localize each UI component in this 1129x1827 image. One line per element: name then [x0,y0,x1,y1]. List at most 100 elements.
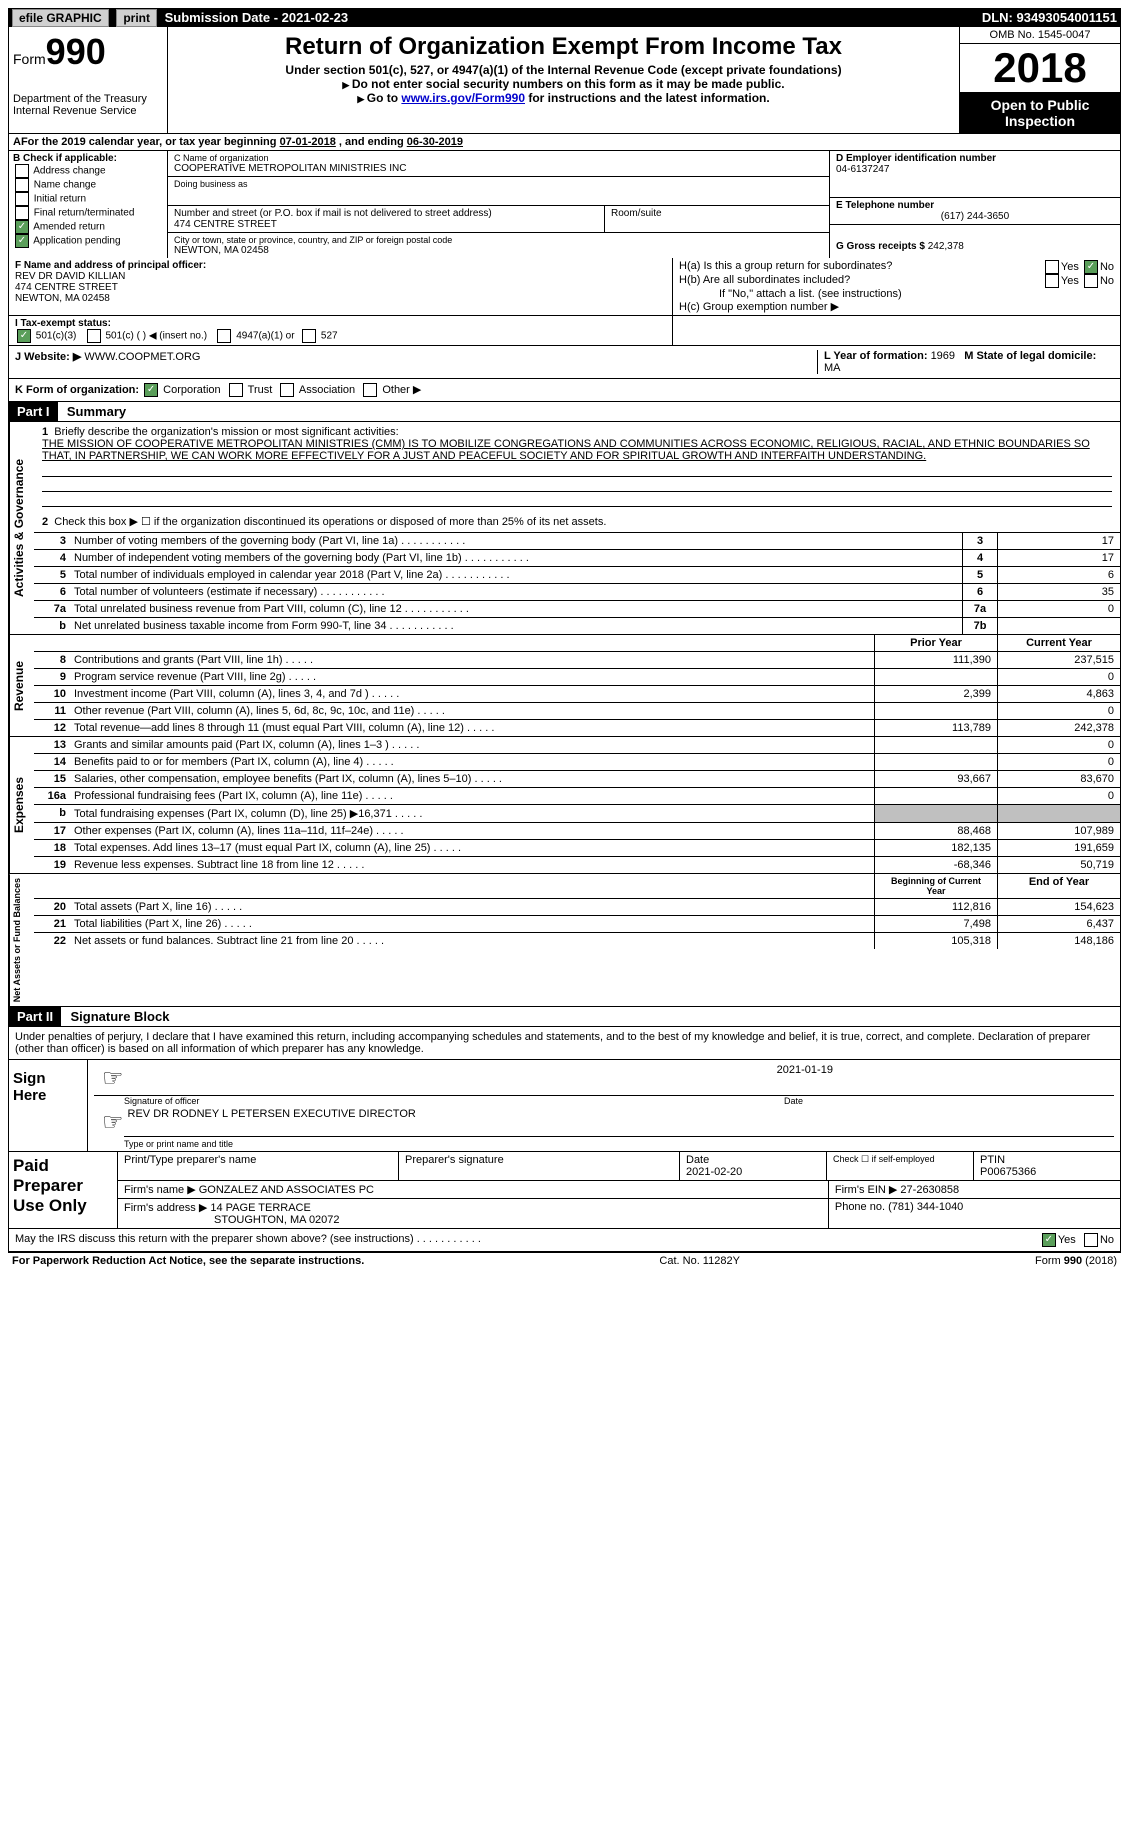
line-prior [874,703,997,719]
line-prior [874,788,997,804]
line-current: 107,989 [997,823,1120,839]
line-num: 19 [34,857,70,873]
cb-final[interactable]: Final return/terminated [13,206,163,220]
line-current: 4,863 [997,686,1120,702]
lm-cell: L Year of formation: 1969 M State of leg… [817,350,1114,374]
part1-title: Summary [61,404,126,419]
firm-name: GONZALEZ AND ASSOCIATES PC [199,1184,374,1196]
line2-block: 2 Check this box ▶ ☐ if the organization… [34,511,1120,532]
sign-here-label: Sign Here [9,1060,88,1151]
line-box: 5 [962,567,997,583]
dba-cell: Doing business as [168,177,829,206]
line-prior: 112,816 [874,899,997,915]
vert-governance: Activities & Governance [9,422,34,634]
prep-date: 2021-02-20 [686,1166,820,1178]
hb-answers: Yes No [1043,274,1114,288]
line-desc: Number of voting members of the governin… [70,533,962,549]
col-boy: Beginning of Current Year [874,874,997,898]
cb-amended-label: Amended return [33,222,105,233]
table-row: 19 Revenue less expenses. Subtract line … [34,856,1120,873]
cb-assoc[interactable] [280,383,294,397]
print-button[interactable]: print [116,9,157,27]
paid-preparer-label: Paid Preparer Use Only [9,1152,118,1228]
line-desc: Benefits paid to or for members (Part IX… [70,754,874,770]
cb-501c[interactable] [87,329,101,343]
cb-name-label: Name change [34,180,96,191]
net-lines: 20 Total assets (Part X, line 16) 112,81… [34,898,1120,949]
cb-initial[interactable]: Initial return [13,192,163,206]
part2-title: Signature Block [64,1009,169,1024]
table-row: 16a Professional fundraising fees (Part … [34,787,1120,804]
line-num: b [34,805,70,822]
line-desc: Total number of volunteers (estimate if … [70,584,962,600]
cb-address[interactable]: Address change [13,164,163,178]
cb-501c3[interactable] [17,329,31,343]
period-row: AFor the 2019 calendar year, or tax year… [8,134,1121,151]
dln-label: DLN: [982,10,1017,25]
form-prefix: Form [13,51,46,67]
table-row: 6 Total number of volunteers (estimate i… [34,583,1120,600]
ha-yes: Yes [1061,261,1079,273]
table-row: 13 Grants and similar amounts paid (Part… [34,737,1120,753]
col-current: Current Year [997,635,1120,651]
cb-other[interactable] [363,383,377,397]
line-prior: 88,468 [874,823,997,839]
line-current: 0 [997,754,1120,770]
submission-label: Submission Date - [165,10,282,25]
efile-button[interactable]: efile GRAPHIC [12,9,109,27]
header-left: Form990 Department of the Treasury Inter… [9,27,168,133]
line-num: 11 [34,703,70,719]
line-desc: Total revenue—add lines 8 through 11 (mu… [70,720,874,736]
discuss-yes: Yes [1058,1234,1076,1246]
sign-here-body: ☞ 2021-01-19 Signature of officer Date ☞… [88,1060,1120,1151]
m-val: MA [824,362,841,374]
l-label: L Year of formation: [824,350,931,362]
cb-pending[interactable]: Application pending [13,234,163,248]
cb-amended[interactable]: Amended return [13,220,163,234]
ptin-label: PTIN [980,1154,1114,1166]
line-box: 7a [962,601,997,617]
prep-row-1: Print/Type preparer's name Preparer's si… [118,1152,1120,1181]
table-row: 5 Total number of individuals employed i… [34,566,1120,583]
note2-pre: Go to [357,91,401,105]
line-num: 14 [34,754,70,770]
form-note1: Do not enter social security numbers on … [172,77,955,91]
sig-date-label: Date [784,1096,1114,1106]
prep-date-label: Date [686,1154,820,1166]
prep-row-3: Firm's address ▶ 14 PAGE TERRACE STOUGHT… [118,1199,1120,1228]
f-city: NEWTON, MA 02458 [15,293,666,304]
mission-block: 1 Briefly describe the organization's mi… [34,422,1120,511]
ha-label: H(a) Is this a group return for subordin… [679,260,892,274]
cb-527[interactable] [302,329,316,343]
box-h-continued [673,316,1120,345]
table-row: 22 Net assets or fund balances. Subtract… [34,932,1120,949]
street-value: 474 CENTRE STREET [174,219,598,230]
firm-phone-label: Phone no. [835,1201,888,1213]
gross-cell: G Gross receipts $ 242,378 [830,225,1120,254]
discuss-yes-cb[interactable] [1042,1233,1056,1247]
part1-header-row: Part I Summary [8,402,1121,422]
line-num: 16a [34,788,70,804]
cb-trust[interactable] [229,383,243,397]
line-num: 8 [34,652,70,668]
room-cell: Room/suite [605,206,829,233]
irs-link[interactable]: www.irs.gov/Form990 [401,91,525,105]
line-box: 3 [962,533,997,549]
cb-name[interactable]: Name change [13,178,163,192]
ein-label: D Employer identification number [836,153,1114,164]
line-current: 237,515 [997,652,1120,668]
line-box: 7b [962,618,997,634]
line-current: 0 [997,737,1120,753]
line-num: 9 [34,669,70,685]
rev-h-num [34,635,70,651]
cb-4947[interactable] [217,329,231,343]
cb-corp[interactable] [144,383,158,397]
discuss-no-cb[interactable] [1084,1233,1098,1247]
f-label: F Name and address of principal officer: [15,260,666,271]
line-val: 6 [997,567,1120,583]
open-to-public: Open to Public Inspection [960,93,1120,133]
row-fh: F Name and address of principal officer:… [8,258,1121,316]
line-desc: Number of independent voting members of … [70,550,962,566]
line-desc: Total liabilities (Part X, line 26) [70,916,874,932]
perjury-text: Under penalties of perjury, I declare th… [8,1027,1121,1060]
